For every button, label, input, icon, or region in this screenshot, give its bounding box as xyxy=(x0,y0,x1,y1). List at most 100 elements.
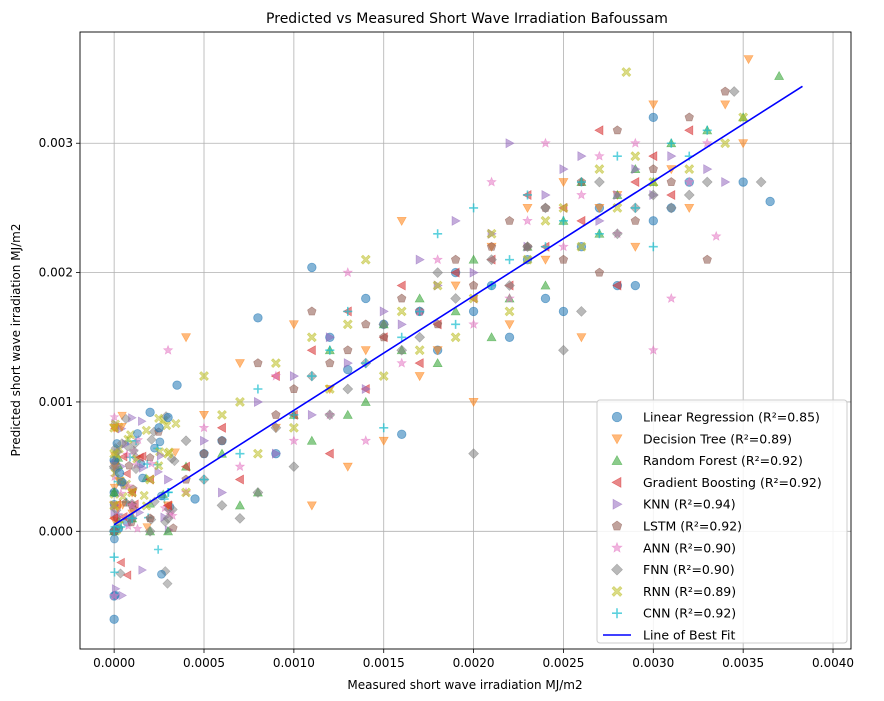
data-point xyxy=(612,280,622,291)
data-point xyxy=(684,125,694,136)
data-point xyxy=(451,319,461,329)
data-point xyxy=(558,254,569,264)
data-point xyxy=(594,176,605,188)
data-point xyxy=(342,319,353,330)
data-point xyxy=(720,138,731,149)
data-point xyxy=(648,344,659,355)
chart-title: Predicted vs Measured Short Wave Irradia… xyxy=(266,11,668,27)
data-point xyxy=(396,280,406,291)
data-point xyxy=(163,412,173,423)
data-point xyxy=(288,320,299,330)
data-point xyxy=(630,203,640,213)
cluster-point xyxy=(146,434,157,445)
data-point xyxy=(774,70,785,80)
legend-entry: RNN (R²=0.89) xyxy=(643,584,736,599)
legend-marker xyxy=(611,585,623,597)
data-point xyxy=(190,494,200,504)
cluster-point xyxy=(133,429,142,438)
cluster-point xyxy=(133,434,144,445)
data-point xyxy=(234,461,246,472)
data-point xyxy=(324,409,336,421)
cluster-point xyxy=(118,590,128,601)
cluster-point xyxy=(141,425,151,436)
cluster-point xyxy=(156,451,166,461)
cluster-point xyxy=(117,423,127,432)
data-point xyxy=(271,410,281,419)
data-point xyxy=(109,422,120,433)
data-point xyxy=(522,254,533,265)
data-point xyxy=(738,139,749,149)
data-point xyxy=(468,448,479,460)
data-point xyxy=(199,475,209,485)
x-tick-label: 0.0010 xyxy=(273,656,315,670)
cluster-point xyxy=(139,463,148,473)
x-tick-label: 0.0025 xyxy=(542,656,584,670)
cluster-point xyxy=(118,452,128,462)
data-point xyxy=(199,448,209,458)
data-point xyxy=(145,513,155,523)
cluster-point xyxy=(116,438,127,449)
y-axis-ticks: 0.000 0.001 0.002 0.003 xyxy=(39,136,80,538)
data-point xyxy=(666,138,676,148)
data-point xyxy=(667,151,677,162)
cluster-point xyxy=(170,448,180,458)
data-point xyxy=(540,137,551,148)
data-point xyxy=(162,512,174,524)
data-point xyxy=(738,112,749,123)
data-point xyxy=(576,215,586,226)
data-point xyxy=(504,332,515,342)
data-point xyxy=(252,487,264,498)
data-point xyxy=(450,293,461,304)
data-point xyxy=(540,202,551,214)
data-point xyxy=(540,215,551,226)
data-point xyxy=(289,384,299,393)
data-point xyxy=(523,190,533,200)
cluster-point xyxy=(138,565,147,575)
data-point xyxy=(234,500,245,510)
legend: Linear Regression (R²=0.85) Decision Tree… xyxy=(596,399,848,644)
data-point xyxy=(648,100,659,110)
data-point xyxy=(486,254,497,266)
cluster-point xyxy=(153,545,163,554)
data-point xyxy=(415,254,425,265)
data-point xyxy=(342,462,353,472)
data-point xyxy=(541,189,551,200)
data-point xyxy=(324,448,334,459)
data-point xyxy=(360,396,371,406)
x-tick-label: 0.0040 xyxy=(812,656,854,670)
data-point xyxy=(504,280,515,291)
data-point xyxy=(108,461,120,472)
data-point xyxy=(631,164,641,175)
data-point xyxy=(127,487,138,498)
data-point xyxy=(379,306,389,317)
data-point xyxy=(559,164,569,175)
data-point xyxy=(432,346,443,356)
cluster-point xyxy=(132,523,143,533)
data-point xyxy=(109,614,119,624)
data-point xyxy=(180,435,192,447)
data-point xyxy=(450,332,461,343)
data-point xyxy=(432,280,443,291)
legend-box xyxy=(596,399,848,644)
best-fit-line xyxy=(113,85,803,526)
data-points xyxy=(108,55,785,624)
cluster-point xyxy=(110,568,119,577)
data-point xyxy=(288,461,300,472)
legend-marker xyxy=(611,520,623,531)
data-point xyxy=(504,306,515,317)
data-point xyxy=(630,280,641,291)
cluster-point xyxy=(138,473,148,483)
data-point xyxy=(665,202,677,214)
data-point xyxy=(468,280,479,290)
cluster-point xyxy=(137,451,147,462)
data-point xyxy=(396,306,407,317)
data-point xyxy=(450,254,461,264)
data-point xyxy=(450,267,460,278)
data-point xyxy=(343,345,353,355)
legend-marker xyxy=(611,563,623,576)
cluster-point xyxy=(157,569,166,579)
data-point xyxy=(342,267,354,278)
cluster-point xyxy=(122,570,132,580)
data-point xyxy=(630,215,640,225)
data-point xyxy=(666,292,677,303)
